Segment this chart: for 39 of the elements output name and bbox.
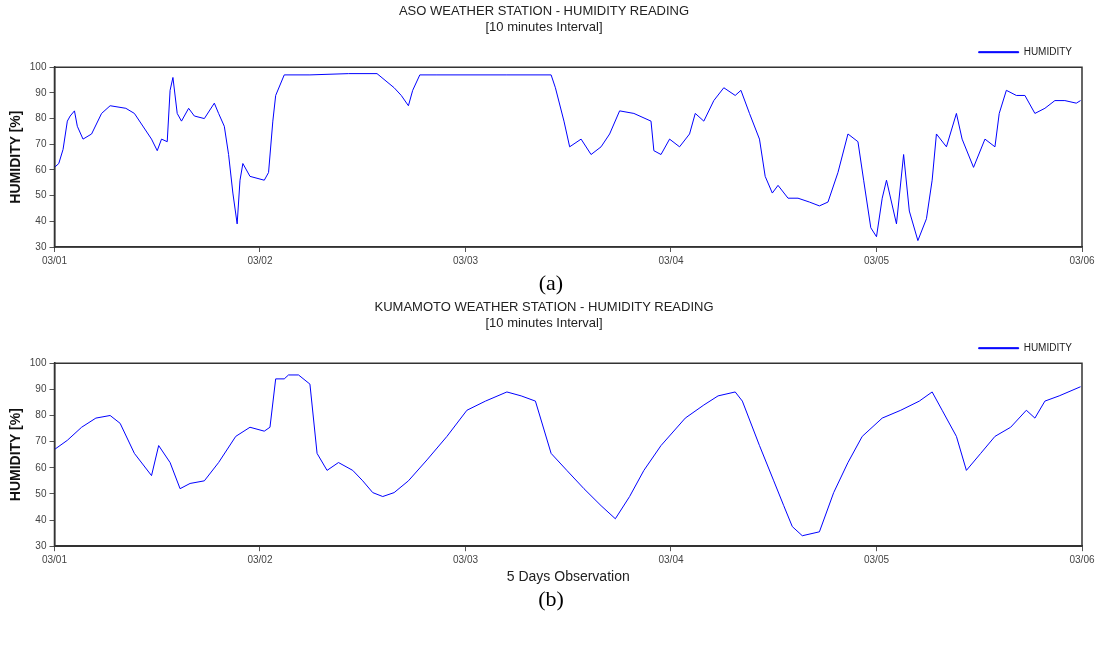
x-tick-label: 03/02 [247, 553, 273, 565]
x-tick-label: 03/04 [658, 553, 684, 565]
x-tick-label: 03/04 [658, 254, 684, 266]
y-tick-label: 80 [35, 112, 47, 124]
y-tick-label: 100 [29, 60, 47, 72]
chart-subtitle: [10 minutes Interval] [485, 18, 603, 34]
x-tick-label: 03/02 [247, 254, 273, 266]
legend-label: HUMIDITY [1023, 45, 1073, 57]
chart-title: ASO WEATHER STATION - HUMIDITY READING [398, 3, 690, 19]
x-tick-label: 03/03 [452, 254, 479, 266]
x-tick-label: 03/01 [41, 254, 68, 266]
text: (a) [537, 270, 565, 296]
text: (b) [537, 586, 565, 612]
y-tick-label: 70 [35, 435, 47, 447]
x-axis-title: 5 Days Observation [506, 568, 630, 585]
y-tick-label: 60 [35, 461, 47, 473]
y-tick-label: 100 [29, 356, 47, 368]
y-tick-label: 50 [35, 487, 47, 499]
y-tick-label: 50 [35, 189, 47, 201]
y-tick-label: 90 [35, 383, 47, 395]
x-tick-label: 03/06 [1069, 254, 1095, 266]
y-axis-title: HUMIDITY [%] [7, 110, 24, 204]
y-tick-label: 70 [35, 138, 47, 150]
y-tick-label: 30 [35, 539, 47, 551]
y-tick-label: 80 [35, 409, 47, 421]
x-tick-label: 03/03 [452, 553, 479, 565]
y-tick-label: 30 [35, 240, 47, 252]
y-tick-label: 40 [35, 215, 47, 227]
x-tick-label: 03/06 [1069, 553, 1095, 565]
y-tick-label: 90 [35, 86, 47, 98]
y-tick-label: 60 [35, 163, 47, 175]
chart-subtitle: [10 minutes Interval] [485, 314, 603, 330]
x-tick-label: 03/05 [863, 553, 890, 565]
y-tick-label: 40 [35, 513, 47, 525]
x-tick-label: 03/01 [41, 553, 68, 565]
y-axis-title: HUMIDITY [%] [7, 408, 24, 502]
x-tick-label: 03/05 [863, 254, 890, 266]
legend-label: HUMIDITY [1023, 341, 1073, 353]
chart-title: KUMAMOTO WEATHER STATION - HUMIDITY READING [374, 299, 714, 315]
